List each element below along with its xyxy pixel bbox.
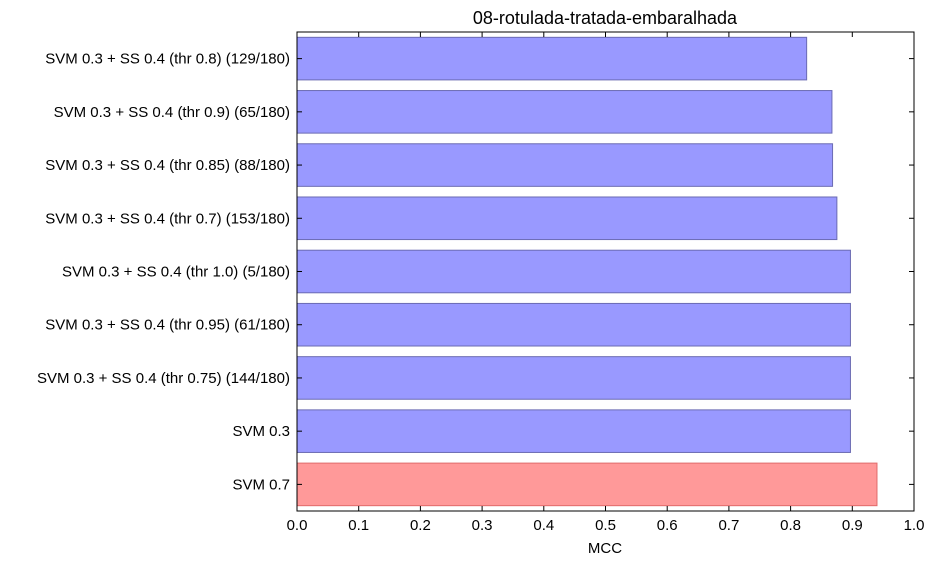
bar-7 — [296, 356, 851, 400]
chart-title: 08-rotulada-tratada-embaralhada — [473, 8, 738, 28]
x-tick-label: 0.3 — [472, 517, 493, 534]
bar-6 — [296, 302, 851, 347]
y-tick-label: SVM 0.3 + SS 0.4 (thr 0.85) (88/180) — [45, 157, 290, 174]
bar-1 — [296, 36, 808, 81]
x-tick-label: 0.2 — [410, 517, 431, 534]
bars-group — [296, 36, 878, 507]
bar-8 — [296, 409, 851, 453]
y-tick-label: SVM 0.3 + SS 0.4 (thr 0.8) (129/180) — [45, 51, 290, 68]
y-tick-label: SVM 0.3 + SS 0.4 (thr 0.9) (65/180) — [54, 104, 290, 121]
y-tick-label: SVM 0.3 + SS 0.4 (thr 1.0) (5/180) — [62, 264, 290, 281]
y-tick-label: SVM 0.3 + SS 0.4 (thr 0.95) (61/180) — [45, 317, 290, 334]
x-tick-labels: 0.0 0.1 0.2 0.3 0.4 0.5 0.6 0.7 0.8 0.9 1.0 — [287, 32, 925, 534]
bar-5 — [296, 249, 851, 294]
x-axis-label: MCC — [588, 540, 622, 557]
x-tick-label: 0.7 — [718, 517, 739, 534]
plot-frame — [296, 31, 915, 512]
x-tick-label: 0.8 — [780, 517, 801, 534]
y-tick-label: SVM 0.7 — [232, 476, 290, 493]
bar-9 — [296, 462, 878, 507]
x-tick-label: 0.5 — [595, 517, 616, 534]
x-tick-label: 0.0 — [287, 517, 308, 534]
x-tick-label: 0.4 — [533, 517, 554, 534]
x-tick-label: 0.1 — [348, 517, 369, 534]
y-tick-label: SVM 0.3 + SS 0.4 (thr 0.7) (153/180) — [45, 210, 290, 227]
bar-4 — [296, 196, 838, 241]
x-tick-label: 1.0 — [904, 517, 925, 534]
x-tick-label: 0.9 — [842, 517, 863, 534]
bar-2 — [296, 90, 833, 134]
y-tick-labels: SVM 0.3 + SS 0.4 (thr 0.8) (129/180) SVM … — [37, 51, 914, 493]
y-tick-label: SVM 0.3 + SS 0.4 (thr 0.75) (144/180) — [37, 370, 290, 387]
y-tick-label: SVM 0.3 — [232, 423, 290, 440]
bar-3 — [296, 143, 834, 187]
x-tick-label: 0.6 — [657, 517, 678, 534]
